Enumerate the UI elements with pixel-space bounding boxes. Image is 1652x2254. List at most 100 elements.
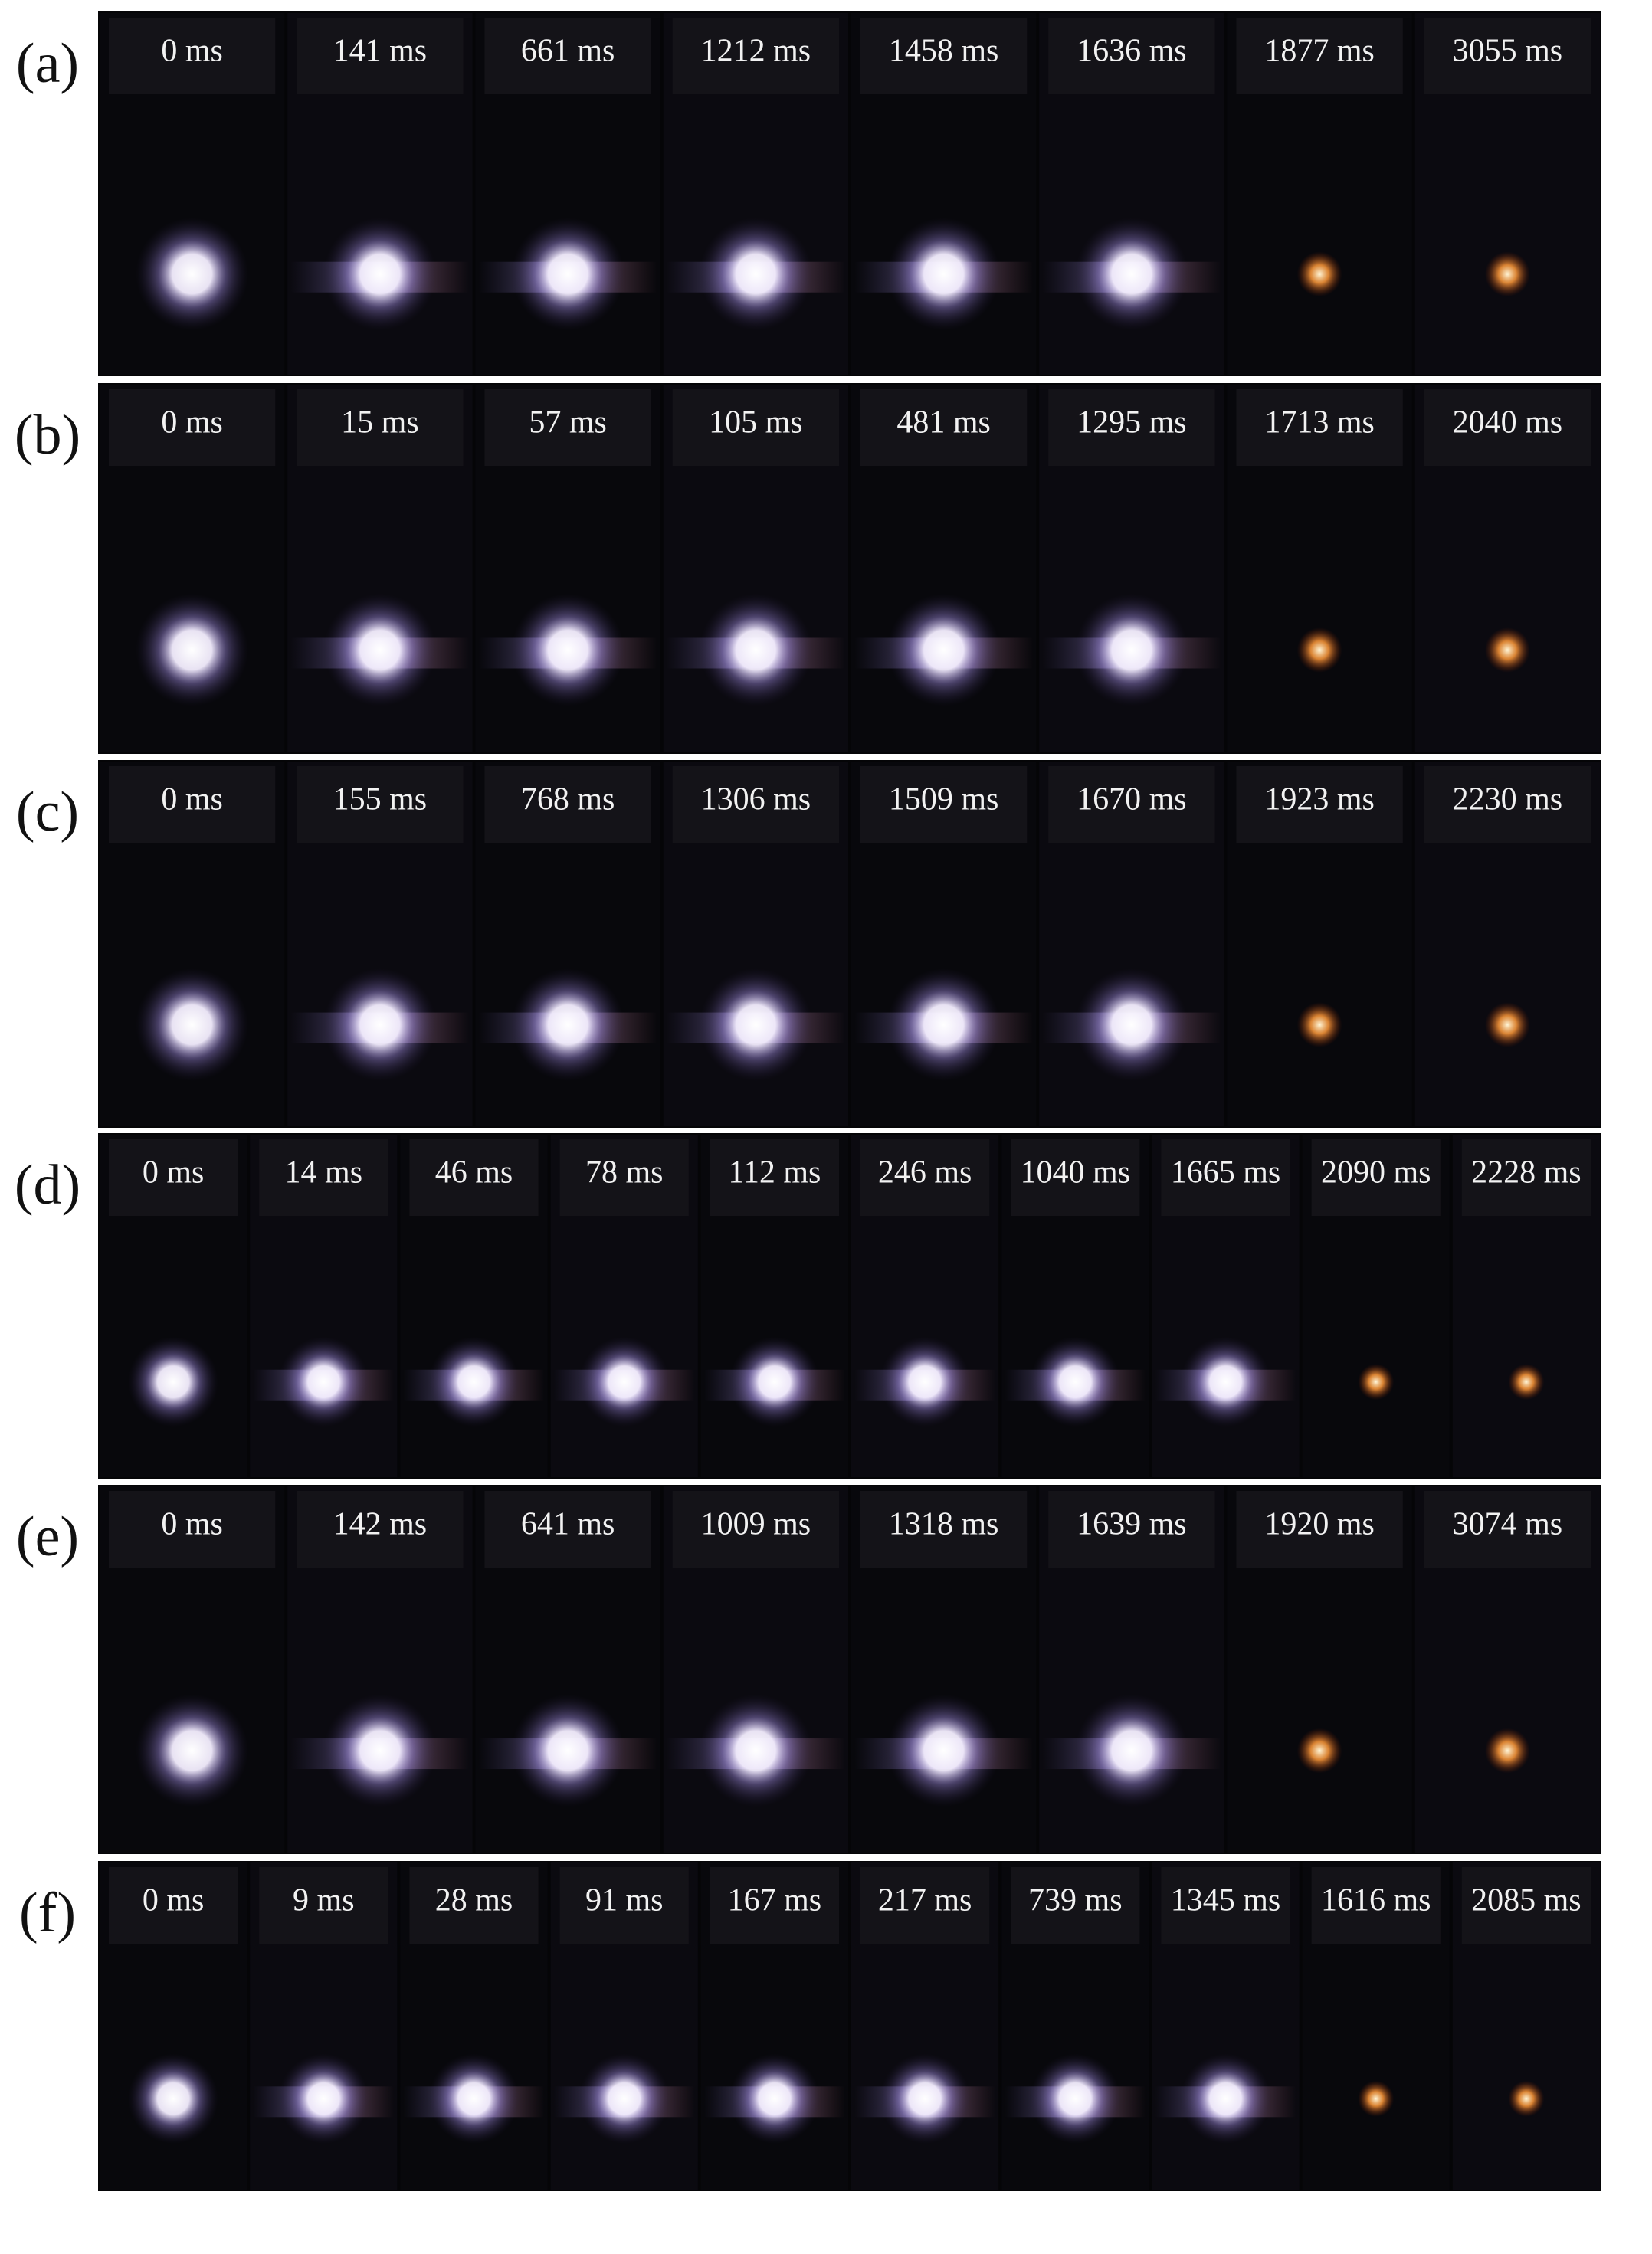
glow xyxy=(278,2053,369,2144)
frame-label: 1616 ms xyxy=(1321,1883,1431,1918)
frame-label: 14 ms xyxy=(285,1155,363,1191)
frame-label: 28 ms xyxy=(435,1883,513,1918)
frame-label: 1040 ms xyxy=(1021,1155,1131,1191)
frame-header xyxy=(672,1491,839,1568)
frame-label: 46 ms xyxy=(435,1155,513,1191)
ember xyxy=(1484,1728,1530,1774)
frame-header xyxy=(109,1139,238,1216)
frame-header xyxy=(1011,1139,1140,1216)
frame-label: 2040 ms xyxy=(1453,405,1563,441)
frame-label: 641 ms xyxy=(521,1507,615,1542)
glow xyxy=(323,1694,437,1807)
row-label: (b) xyxy=(15,404,80,467)
frame-label: 1009 ms xyxy=(701,1507,811,1542)
glow xyxy=(880,2053,970,2144)
frame-header xyxy=(1048,1491,1215,1568)
frame-header xyxy=(1424,766,1591,843)
frame-header xyxy=(1236,766,1403,843)
frame-label: 0 ms xyxy=(143,1883,205,1918)
frame-label: 15 ms xyxy=(341,405,419,441)
frame-label: 1713 ms xyxy=(1264,405,1375,441)
frame-label: 1306 ms xyxy=(701,782,811,817)
frame-label: 0 ms xyxy=(161,34,223,69)
frame-label: 1670 ms xyxy=(1077,782,1187,817)
frame-label: 9 ms xyxy=(293,1883,355,1918)
frame-label: 0 ms xyxy=(161,405,223,441)
glow xyxy=(699,218,812,331)
row-label: (f) xyxy=(19,1882,76,1944)
frame-header xyxy=(710,1139,839,1216)
frame-header xyxy=(484,389,651,466)
glow xyxy=(699,593,812,707)
frame-header xyxy=(409,1867,539,1944)
frame-label: 0 ms xyxy=(161,1507,223,1542)
frame-label: 1877 ms xyxy=(1264,34,1375,69)
ember xyxy=(1296,627,1342,673)
glow xyxy=(428,1336,520,1427)
frame-label: 217 ms xyxy=(878,1883,972,1918)
frame-header xyxy=(297,766,464,843)
glow xyxy=(729,1336,820,1427)
frame-label: 0 ms xyxy=(143,1155,205,1191)
frame-label: 661 ms xyxy=(521,34,615,69)
frame-header xyxy=(1048,389,1215,466)
frame-header xyxy=(860,1867,990,1944)
frame-header xyxy=(259,1139,388,1216)
frame-header xyxy=(1424,1491,1591,1568)
frame-label: 1345 ms xyxy=(1171,1883,1281,1918)
frame-label: 2230 ms xyxy=(1453,782,1563,817)
row-label: (c) xyxy=(16,781,79,844)
frame-header xyxy=(484,766,651,843)
frame-header xyxy=(1311,1867,1441,1944)
frame-header xyxy=(1236,389,1403,466)
frame-label: 141 ms xyxy=(333,34,428,69)
ember xyxy=(1484,627,1530,673)
glow xyxy=(136,218,249,331)
frame-header xyxy=(1424,18,1591,94)
frame-header xyxy=(860,18,1028,94)
frame-header xyxy=(1048,766,1215,843)
frame-header xyxy=(1161,1139,1290,1216)
ember xyxy=(1484,251,1530,297)
glow xyxy=(136,968,249,1082)
frame-header xyxy=(860,766,1028,843)
glow xyxy=(887,218,1001,331)
frame-label: 155 ms xyxy=(333,782,428,817)
row-label: (d) xyxy=(15,1154,80,1217)
ember xyxy=(1358,1364,1395,1401)
ember xyxy=(1296,251,1342,297)
frame-header xyxy=(484,18,651,94)
ember xyxy=(1508,2080,1545,2117)
frame-label: 1636 ms xyxy=(1077,34,1187,69)
glow xyxy=(1180,1336,1271,1427)
frame-label: 142 ms xyxy=(333,1507,428,1542)
glow xyxy=(511,1694,624,1807)
frame-label: 1923 ms xyxy=(1264,782,1375,817)
glow xyxy=(511,593,624,707)
frame-header xyxy=(259,1867,388,1944)
frame-label: 1318 ms xyxy=(889,1507,999,1542)
frame-label: 1665 ms xyxy=(1171,1155,1281,1191)
frame-label: 112 ms xyxy=(728,1155,821,1191)
glow xyxy=(1075,593,1188,707)
frame-label: 1639 ms xyxy=(1077,1507,1187,1542)
frame-header xyxy=(860,1491,1028,1568)
frame-header xyxy=(409,1139,539,1216)
frame-label: 739 ms xyxy=(1028,1883,1123,1918)
glow xyxy=(428,2053,520,2144)
frame-header xyxy=(297,389,464,466)
glow xyxy=(887,968,1001,1082)
frame-header xyxy=(297,18,464,94)
glow xyxy=(136,1694,249,1807)
frame-label: 1458 ms xyxy=(889,34,999,69)
glow xyxy=(128,1336,218,1427)
frame-header xyxy=(672,766,839,843)
frame-header xyxy=(860,1139,990,1216)
glow xyxy=(887,1694,1001,1807)
glow xyxy=(887,593,1001,707)
glow xyxy=(579,2053,670,2144)
frame-label: 3055 ms xyxy=(1453,34,1563,69)
frame-header xyxy=(484,1491,651,1568)
ember xyxy=(1296,1002,1342,1048)
frame-label: 2228 ms xyxy=(1471,1155,1582,1191)
